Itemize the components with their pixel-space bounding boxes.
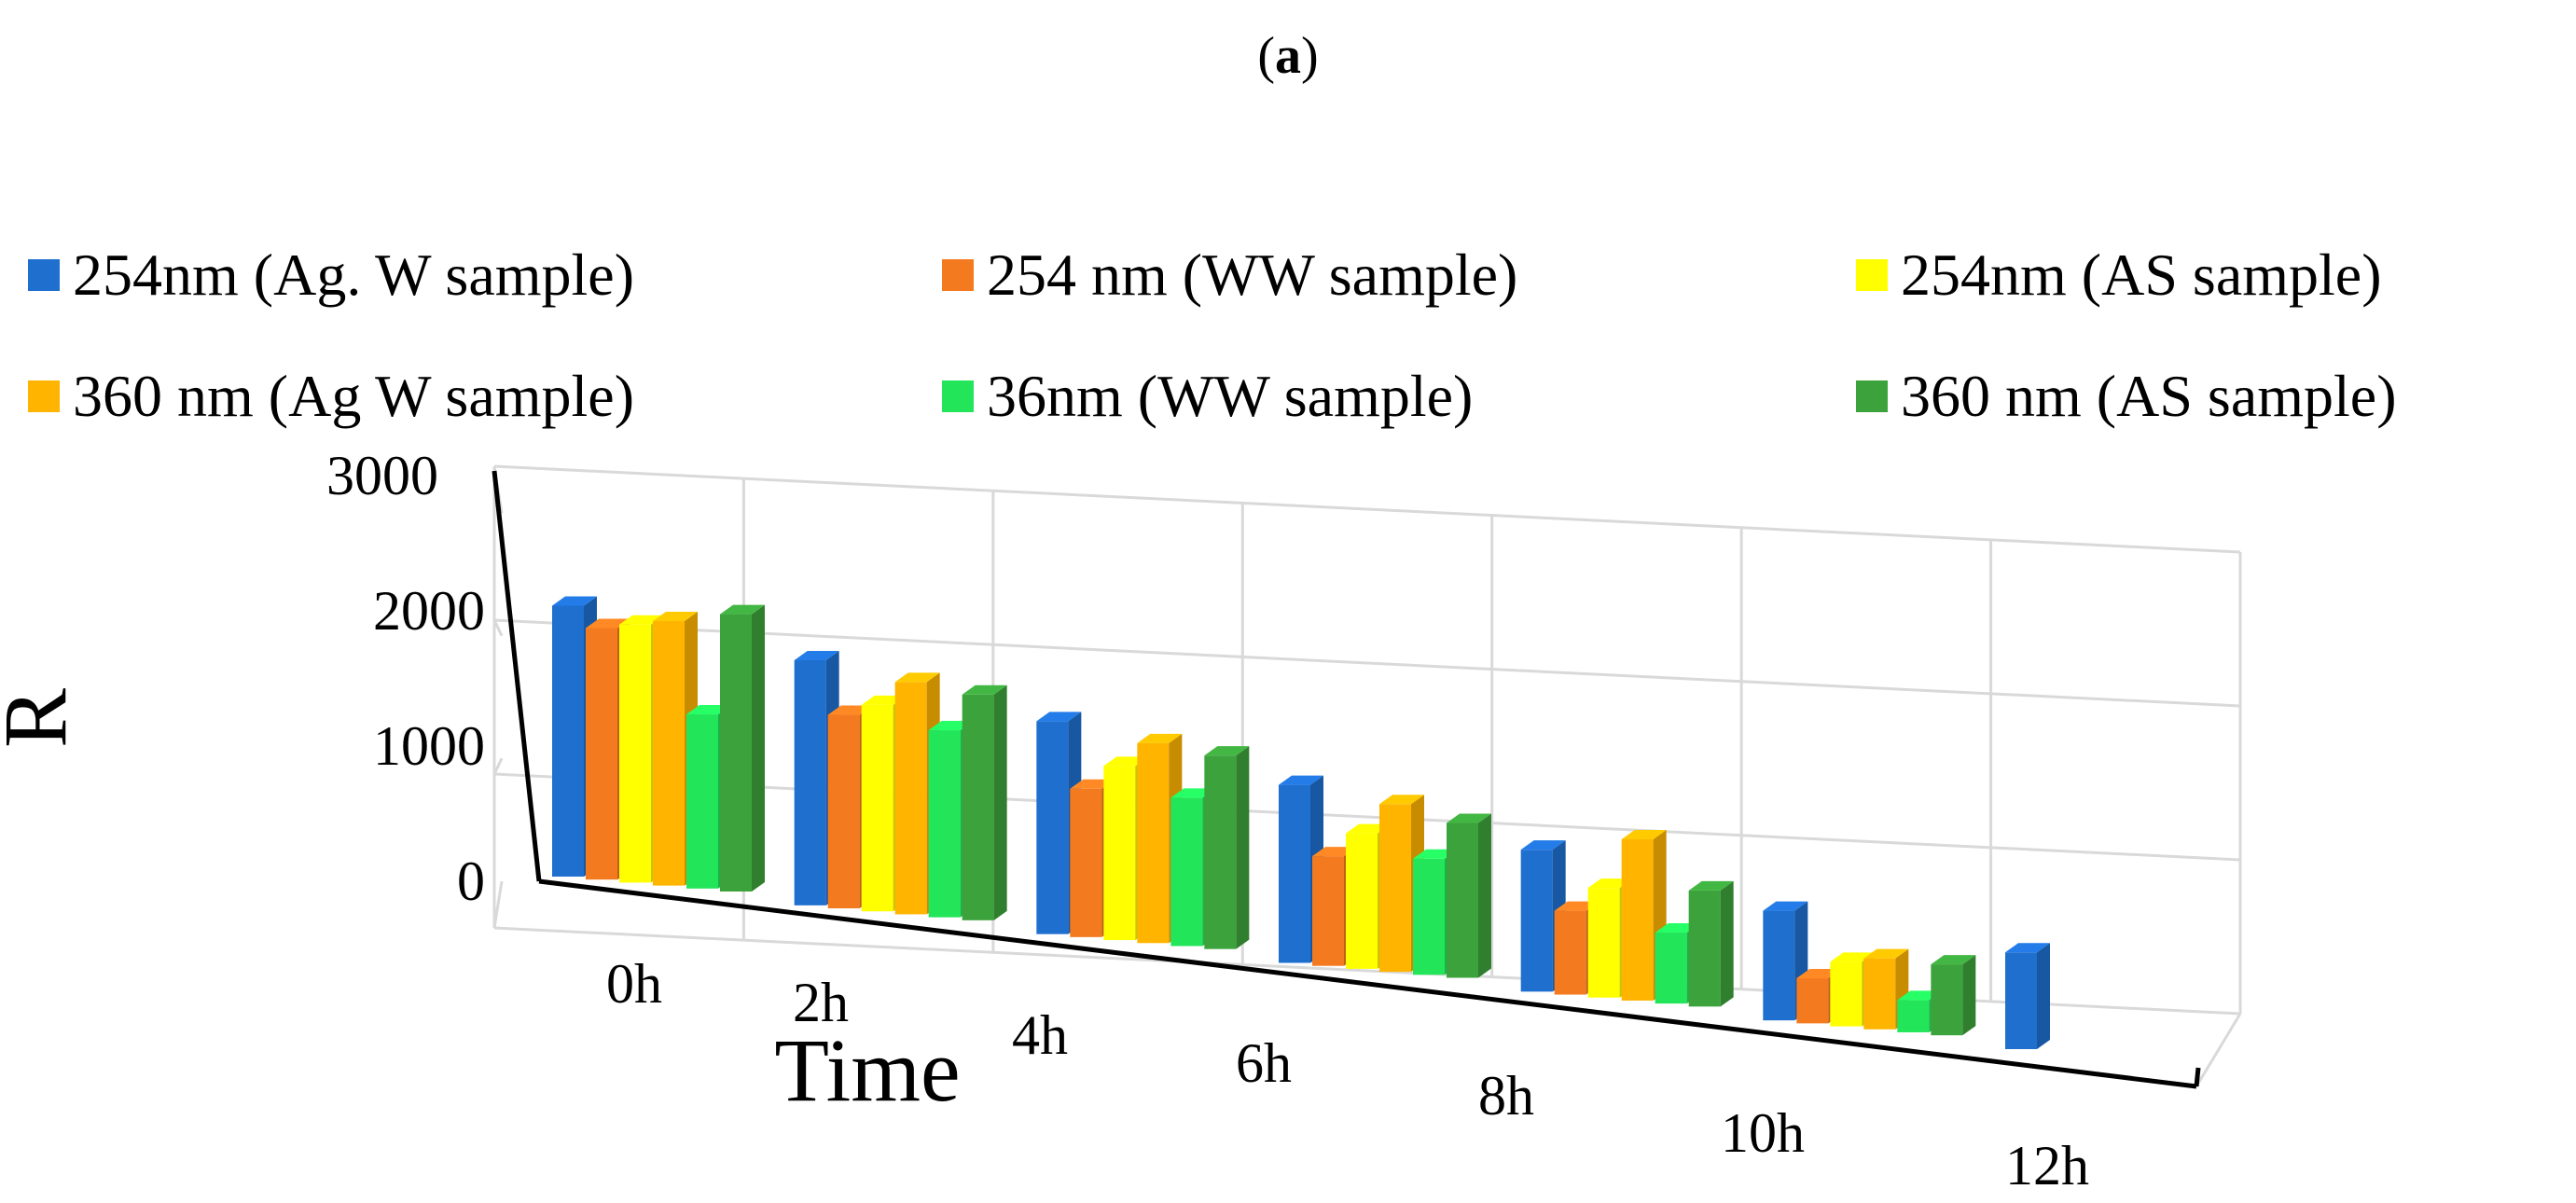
legend-label: 254nm (Ag. W sample) xyxy=(73,242,634,308)
bar xyxy=(1763,901,1808,1021)
x-tick-label: 8h xyxy=(1478,1065,1534,1127)
bar xyxy=(2005,943,2050,1049)
y-tick-label: 3000 xyxy=(326,445,438,506)
bar xyxy=(962,684,1007,920)
gridline-h xyxy=(493,618,2241,708)
x-axis-line xyxy=(538,878,2197,1089)
legend-swatch xyxy=(28,380,60,412)
chart-axes xyxy=(492,470,2201,1089)
gridline-side xyxy=(492,880,504,929)
legend-item-360-as: 360 nm (AS sample) xyxy=(1856,362,2397,431)
x-tick-label: 4h xyxy=(1012,1004,1068,1066)
y-tick-label: 1000 xyxy=(373,715,485,777)
chart-bars xyxy=(552,596,2050,1049)
legend-swatch xyxy=(1856,380,1888,412)
legend-label: 360 nm (Ag W sample) xyxy=(73,363,634,429)
gridline-side xyxy=(492,757,504,775)
y-tick-label: 2000 xyxy=(373,580,485,642)
gridline-h xyxy=(493,464,2241,554)
bar xyxy=(1688,880,1734,1007)
x-axis-title: Time xyxy=(774,1020,960,1120)
legend-item-254-ww: 254 nm (WW sample) xyxy=(942,241,1517,310)
bar xyxy=(653,612,698,886)
bar xyxy=(720,604,765,892)
bar xyxy=(1204,746,1250,949)
legend-item-254-as: 254nm (AS sample) xyxy=(1856,241,2382,310)
gridline-h xyxy=(493,772,2241,862)
legend-item-36-ww: 36nm (WW sample) xyxy=(942,362,1473,431)
gridline-side xyxy=(492,619,504,637)
legend-label: 254 nm (WW sample) xyxy=(987,242,1518,308)
bar xyxy=(1931,955,1976,1036)
gridline-floor xyxy=(2195,1013,2242,1087)
bar xyxy=(1447,813,1491,978)
x-tick-label: 2h xyxy=(793,972,849,1033)
y-axis-line xyxy=(492,470,542,882)
legend-item-254-agw: 254nm (Ag. W sample) xyxy=(28,241,634,310)
legend-swatch xyxy=(28,259,60,291)
y-tick-label: 0 xyxy=(457,850,485,912)
legend-label: 36nm (WW sample) xyxy=(987,363,1474,429)
bar xyxy=(1621,830,1667,1001)
y-axis-title: R xyxy=(0,688,85,748)
panel-label: (a) xyxy=(1257,27,1319,85)
chart-labels: 0 1000 2000 3000 0h 2h 4h 6h 8h 10h 12h xyxy=(326,445,2089,1196)
legend-label: 360 nm (AS sample) xyxy=(1901,363,2397,429)
legend-swatch xyxy=(942,259,974,291)
x-tick-label: 10h xyxy=(1721,1102,1805,1164)
x-tick-label: 6h xyxy=(1236,1032,1292,1094)
legend-label: 254nm (AS sample) xyxy=(1901,242,2382,308)
x-axis-end xyxy=(2194,1067,2201,1087)
x-tick-label: 0h xyxy=(606,953,662,1015)
legend-swatch xyxy=(942,380,974,412)
x-tick-label: 12h xyxy=(2005,1135,2089,1196)
legend: 254nm (Ag. W sample) 254 nm (WW sample) … xyxy=(0,0,2576,448)
legend-swatch xyxy=(1856,259,1888,291)
legend-item-360-agw: 360 nm (Ag W sample) xyxy=(28,362,634,431)
bar xyxy=(1036,712,1082,934)
